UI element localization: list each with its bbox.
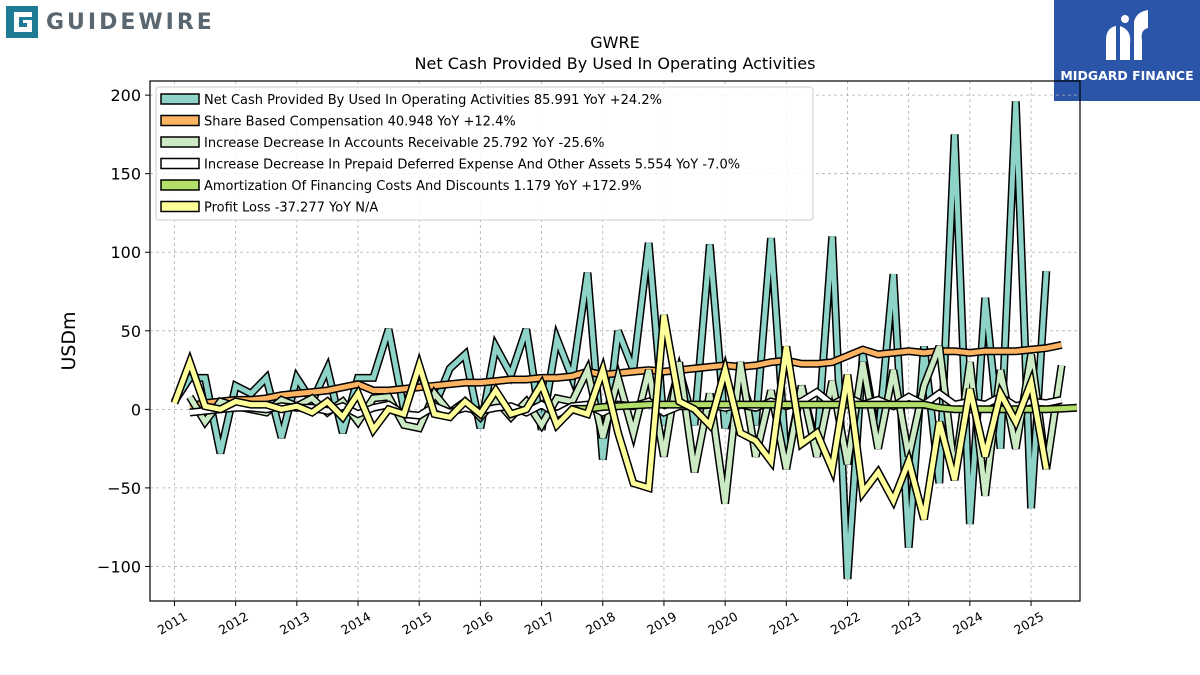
plot-frame — [149, 80, 1081, 602]
x-tick-label: 2025 — [1011, 609, 1046, 638]
legend-swatch — [160, 157, 200, 170]
legend-label: Increase Decrease In Accounts Receivable… — [204, 136, 605, 151]
y-tick-label: 0 — [131, 400, 141, 419]
x-tick-label: 2019 — [644, 609, 679, 638]
midgard-finance-logo: MIDGARD FINANCE — [1054, 0, 1200, 101]
y-tick-label: 50 — [121, 322, 141, 341]
y-tick-label: −100 — [97, 557, 141, 576]
x-tick-label: 2013 — [277, 609, 312, 638]
chart-title: GWRE — [590, 33, 640, 52]
series-lines — [170, 101, 1078, 580]
x-tick-label: 2016 — [461, 609, 496, 638]
legend-label: Profit Loss -37.277 YoY N/A — [204, 201, 378, 216]
y-tick-label: −50 — [107, 479, 141, 498]
guidewire-mark-icon — [6, 6, 38, 38]
midgard-brand-text: MIDGARD FINANCE — [1060, 68, 1194, 83]
x-tick-label: 2020 — [705, 609, 740, 638]
guidewire-logo: GUIDEWIRE — [6, 6, 226, 40]
series-line — [189, 340, 1063, 411]
x-tick-label: 2017 — [522, 609, 557, 638]
y-axis-label: USDm — [58, 311, 80, 370]
x-tick-label: 2023 — [889, 609, 924, 638]
legend-label: Amortization Of Financing Costs And Disc… — [204, 179, 642, 194]
legend-swatch — [160, 114, 200, 127]
x-tick-label: 2015 — [399, 609, 434, 638]
series-stroke — [172, 314, 1049, 520]
legend-swatch — [160, 200, 200, 213]
legend-swatch — [160, 93, 200, 105]
legend-label: Net Cash Provided By Used In Operating A… — [204, 93, 662, 108]
legend-swatch — [160, 136, 200, 148]
x-tick-label: 2018 — [583, 609, 618, 638]
midgard-mark-icon — [1106, 10, 1148, 60]
x-tick-label: 2021 — [767, 609, 802, 638]
guidewire-wordmark: GUIDEWIRE — [46, 10, 215, 35]
x-tick-label: 2012 — [216, 609, 251, 638]
y-tick-label: 100 — [110, 243, 141, 262]
legend-swatch — [160, 179, 200, 191]
x-tick-label: 2014 — [338, 609, 373, 638]
series-stroke — [189, 342, 1063, 409]
legend-label: Share Based Compensation 40.948 YoY +12.… — [204, 115, 516, 130]
x-tick-label: 2022 — [828, 609, 863, 638]
legend-box — [155, 86, 814, 221]
series-line — [170, 314, 1051, 521]
legend-label: Increase Decrease In Prepaid Deferred Ex… — [204, 158, 740, 173]
y-tick-label: 200 — [110, 86, 141, 105]
y-tick-label: 150 — [110, 165, 141, 184]
x-tick-label: 2024 — [950, 609, 985, 638]
chart-title-block: GWRE Net Cash Provided By Used In Operat… — [150, 32, 1080, 74]
chart-subtitle: Net Cash Provided By Used In Operating A… — [414, 54, 816, 73]
x-tick-label: 2011 — [155, 609, 190, 638]
legend: Net Cash Provided By Used In Operating A… — [155, 86, 814, 221]
